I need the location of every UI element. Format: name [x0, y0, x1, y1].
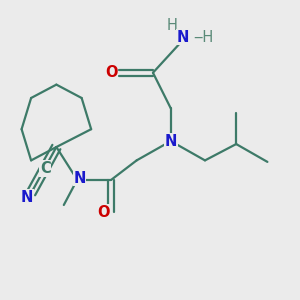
Text: N: N [20, 190, 33, 205]
Text: H: H [167, 18, 178, 33]
Text: O: O [105, 65, 118, 80]
Text: C: C [40, 161, 51, 176]
Text: O: O [98, 205, 110, 220]
Text: N: N [165, 134, 177, 148]
Text: N: N [74, 171, 86, 186]
Text: ‒H: ‒H [193, 30, 213, 45]
Text: N: N [176, 30, 189, 45]
